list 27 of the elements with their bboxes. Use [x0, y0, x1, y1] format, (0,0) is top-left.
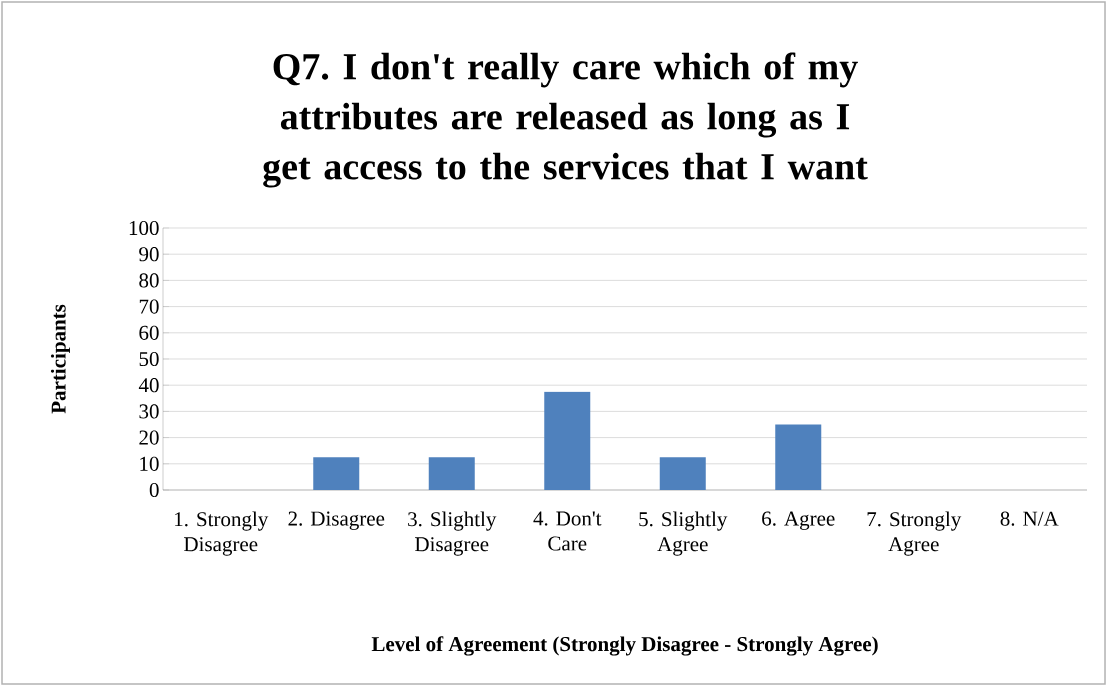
y-tick-label: 50: [139, 351, 159, 367]
y-tick-label: 40: [138, 378, 159, 393]
bar: [544, 391, 591, 490]
x-tick-label: 2. Disagree: [288, 511, 385, 530]
bar: [313, 457, 360, 490]
y-tick-label: 80: [139, 273, 159, 288]
y-tick-label: 70: [139, 299, 159, 314]
y-tick-label: 0: [149, 482, 159, 498]
bar: [428, 457, 475, 490]
x-tick-label: 4. Don't Care: [533, 511, 602, 551]
y-tick-label: 100: [129, 220, 159, 236]
y-tick-label: 60: [139, 325, 159, 340]
y-tick-label: 10: [140, 456, 159, 471]
bar: [659, 457, 706, 490]
x-tick-label: 5. Slightly Agree: [639, 511, 728, 556]
y-axis-title: Participants: [50, 304, 70, 414]
bar: [775, 424, 822, 490]
y-tick-label: 90: [139, 247, 159, 262]
y-tick-label: 30: [139, 404, 159, 419]
chart-title: Q7. I don't really care which of my attributes are released as long as I get access to the services that I want: [263, 52, 868, 188]
x-tick-label: 3. Slightly Disagree: [408, 511, 497, 556]
x-tick-label: 6. Agree: [762, 511, 835, 530]
x-tick-label: 7. Strongly Agree: [867, 511, 962, 556]
x-tick-label: 8. N/A: [1000, 511, 1059, 526]
x-tick-label: 1. Strongly Disagree: [175, 511, 269, 556]
y-tick-label: 20: [139, 430, 159, 445]
x-axis-title: Level of Agreement (Strongly Disagree - Strongly Agree): [371, 636, 878, 656]
